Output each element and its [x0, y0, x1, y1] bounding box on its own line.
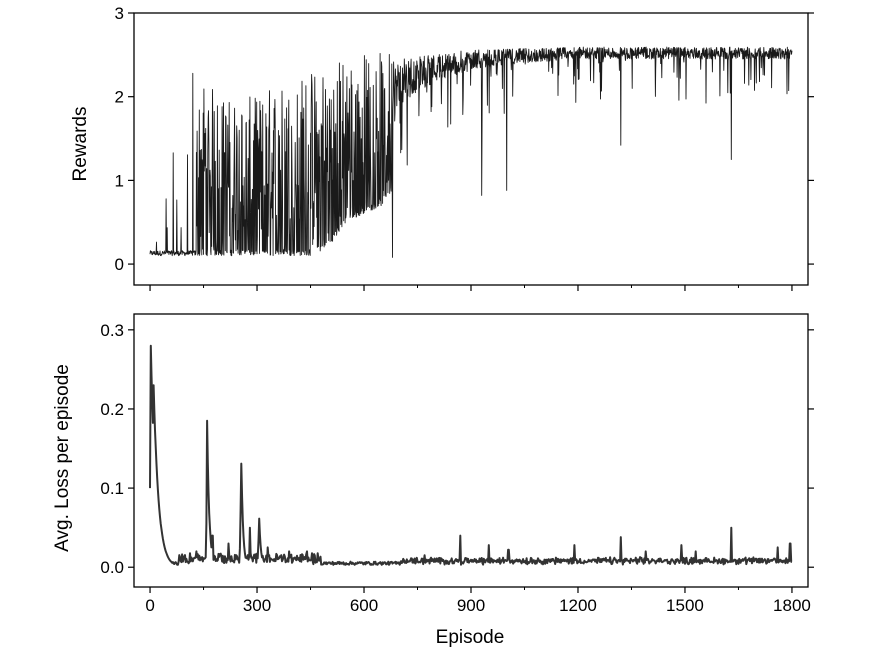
y-tick-label: 1: [115, 171, 124, 190]
loss-line: [149, 344, 793, 566]
x-tick-label: 1200: [559, 596, 597, 615]
loss-plot-frame: [133, 313, 809, 588]
y-tick-label: 2: [115, 88, 124, 107]
loss-x-ticks: 0 300 600 900 1200 1500 1800: [145, 587, 811, 615]
y-tick-label: 0.1: [100, 479, 124, 498]
rewards-line: [149, 46, 793, 258]
loss-y-ticks: 0.0 0.1 0.2 0.3: [100, 321, 814, 577]
loss-series: [149, 344, 793, 566]
x-tick-label: 300: [243, 596, 271, 615]
x-tick-label: 1500: [666, 596, 704, 615]
y-tick-label: 0.2: [100, 400, 124, 419]
x-tick-label: 1800: [773, 596, 811, 615]
y-tick-label: 0.0: [100, 558, 124, 577]
y-tick-label: 0.3: [100, 321, 124, 340]
loss-y-axis-title: Avg. Loss per episode: [52, 364, 73, 552]
x-tick-label: 900: [457, 596, 485, 615]
y-tick-label: 3: [115, 4, 124, 23]
rewards-y-axis-title: Rewards: [70, 107, 91, 182]
rewards-panel: 0 1 2 3 Rewards: [70, 4, 814, 291]
rewards-y-ticks: 0 1 2 3: [115, 4, 814, 274]
rewards-x-ticks: [149, 285, 793, 291]
x-axis-title: Episode: [436, 627, 505, 648]
x-tick-label: 0: [145, 596, 154, 615]
loss-panel: 0 300 600 900 1200 1500 1800 0.0 0.1 0.2 0.3 Avg.…: [52, 313, 814, 648]
rewards-series: [149, 46, 793, 258]
x-tick-label: 600: [350, 596, 378, 615]
y-tick-label: 0: [115, 255, 124, 274]
